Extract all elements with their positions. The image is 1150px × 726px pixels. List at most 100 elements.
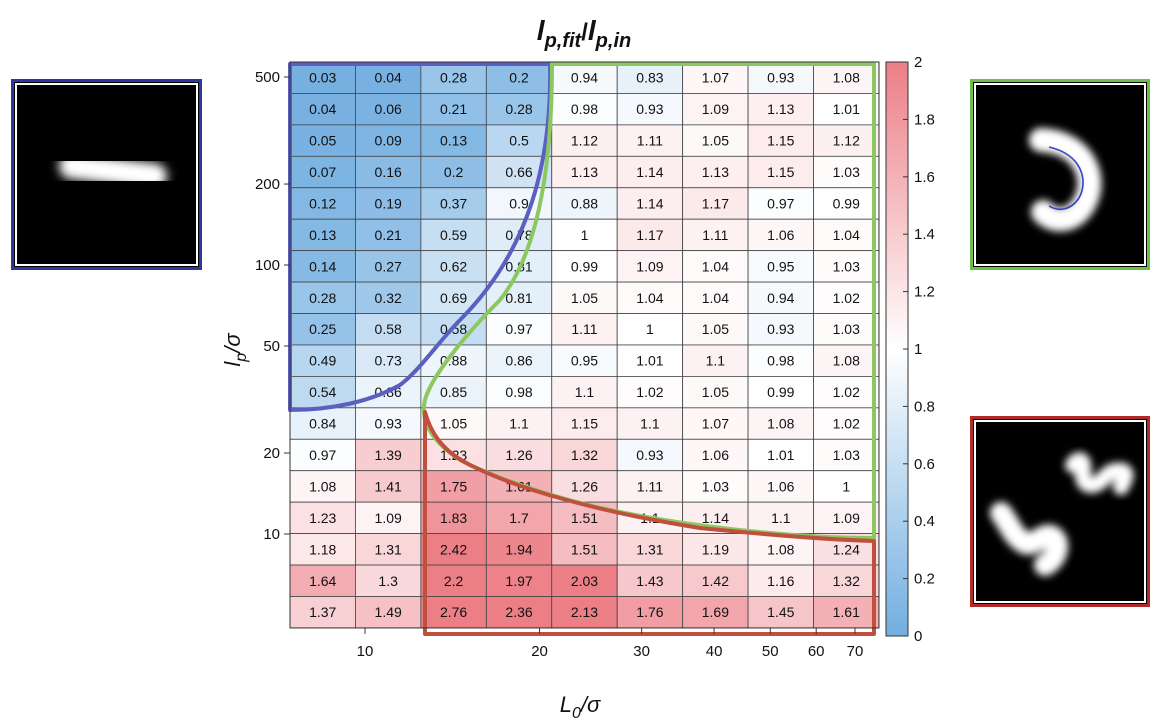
cell-value-label: 1.01 — [767, 447, 794, 463]
heatmap-cell — [747, 250, 814, 283]
cell-value-label: 1.06 — [767, 478, 794, 494]
cell-value-label: 1.04 — [636, 290, 663, 306]
heatmap-cell — [616, 218, 684, 252]
x-tick-label: 20 — [531, 643, 548, 660]
cell-value-label: 1.03 — [833, 258, 860, 274]
cell-value-label: 1.26 — [505, 447, 532, 463]
colorbar-tick-label: 2 — [914, 54, 922, 71]
inset-wiggly-chain — [970, 416, 1150, 607]
heatmap-cell — [289, 218, 356, 252]
cell-value-label: 1.97 — [505, 573, 532, 589]
cell-value-label: 1.76 — [636, 604, 663, 620]
cell-value-label: 0.21 — [440, 101, 467, 117]
heatmap-cell — [355, 218, 422, 252]
cell-value-label: 2.76 — [440, 604, 467, 620]
heatmap-cell — [289, 187, 356, 220]
cell-value-label: 1.26 — [571, 478, 598, 494]
cell-value-label: 0.2 — [509, 70, 529, 86]
heatmap-cell — [420, 250, 487, 283]
x-tick-label: 60 — [808, 643, 825, 660]
heatmap-cell — [355, 344, 422, 377]
cell-value-label: 1.32 — [833, 573, 860, 589]
y-axis-label: lp/σ — [220, 333, 250, 367]
cell-value-label: 0.03 — [309, 70, 336, 86]
cell-value-label: 0.88 — [571, 195, 598, 211]
heatmap-cell — [682, 375, 749, 409]
cell-value-label: 1.75 — [440, 478, 467, 494]
heatmap-cell — [616, 533, 684, 566]
cell-value-label: 0.16 — [375, 164, 402, 180]
heatmap-cell — [485, 124, 553, 157]
chart-title: lp,fit/lp,in — [537, 15, 631, 52]
y-tick-label: 500 — [255, 69, 280, 86]
cell-value-label: 1.13 — [571, 164, 598, 180]
heatmap-cell — [747, 375, 814, 409]
colorbar-tick-label: 1.6 — [914, 169, 935, 186]
cell-value-label: 2.03 — [571, 573, 598, 589]
cell-value-label: 1.7 — [509, 510, 529, 526]
cell-value-label: 1.09 — [636, 258, 663, 274]
heatmap-cell — [551, 124, 618, 157]
cell-value-label: 1.19 — [702, 541, 729, 557]
cell-value-label: 1 — [646, 321, 654, 337]
cell-value-label: 0.58 — [375, 321, 402, 337]
heatmap-cell — [682, 438, 749, 472]
cell-value-label: 0.62 — [440, 258, 467, 274]
cell-value-label: 1.83 — [440, 510, 467, 526]
blue-region-boundary — [288, 62, 553, 412]
rod-shape — [59, 153, 167, 189]
heatmap-cell — [616, 438, 684, 472]
cell-value-label: 0.66 — [505, 164, 532, 180]
cell-value-label: 1.15 — [571, 416, 598, 432]
cell-value-label: 0.14 — [309, 258, 336, 274]
cell-value-label: 1.05 — [440, 416, 467, 432]
xlabel-rest: /σ — [579, 692, 601, 717]
cell-value-label: 0.85 — [440, 384, 467, 400]
cell-value-label: 0.28 — [505, 101, 532, 117]
cell-value-label: 1.04 — [833, 227, 860, 243]
heatmap-cell — [355, 313, 422, 346]
cell-value-label: 0.28 — [440, 70, 467, 86]
cell-value-label: 0.73 — [375, 353, 402, 369]
cell-value-label: 0.98 — [505, 384, 532, 400]
heatmap-cell — [420, 93, 487, 126]
heatmap-cell — [420, 501, 487, 535]
cell-value-label: 1.43 — [636, 573, 663, 589]
cell-value-label: 1.16 — [767, 573, 794, 589]
heatmap-cell-labels: 0.03 0.04 0.28 0.2 0.94 0.83 1.07 0.93 1.08 0.04 0… — [309, 70, 860, 620]
cell-value-label: 0.97 — [505, 321, 532, 337]
cell-value-label: 1.1 — [706, 353, 726, 369]
curved-shape — [1029, 128, 1102, 232]
heatmap-cell — [289, 250, 356, 283]
cell-value-label: 0.13 — [440, 133, 467, 149]
xlabel-sub: 0 — [572, 705, 581, 722]
inset-straight-rod — [11, 79, 202, 270]
heatmap-cell — [289, 438, 356, 472]
cell-value-label: 0.93 — [767, 321, 794, 337]
heatmap-cell — [551, 155, 618, 189]
heatmap-cell — [682, 533, 749, 566]
colorbar-tick-label: 1.2 — [914, 284, 935, 301]
cell-value-label: 1.32 — [571, 447, 598, 463]
cell-value-label: 1.69 — [702, 604, 729, 620]
cell-value-label: 0.98 — [571, 101, 598, 117]
cell-value-label: 1.31 — [636, 541, 663, 557]
heatmap-cell — [355, 596, 422, 629]
colorbar-tick-label: 0.8 — [914, 398, 935, 415]
heatmap-cell — [813, 124, 880, 157]
heatmap-cell — [420, 61, 487, 94]
cell-value-label: 1.18 — [309, 541, 336, 557]
heatmap-cell — [616, 596, 684, 629]
cell-value-label: 1.02 — [833, 290, 860, 306]
cell-value-label: 1.61 — [833, 604, 860, 620]
cell-value-label: 1.11 — [571, 321, 597, 337]
cell-value-label: 1.05 — [702, 133, 729, 149]
heatmap-cell — [747, 501, 814, 535]
heatmap-cell — [813, 93, 880, 126]
cell-value-label: 1.45 — [767, 604, 794, 620]
cell-value-label: 0.21 — [375, 227, 402, 243]
heatmap-cell — [355, 250, 422, 283]
cell-value-label: 1.24 — [833, 541, 860, 557]
cell-value-label: 1.08 — [833, 353, 860, 369]
